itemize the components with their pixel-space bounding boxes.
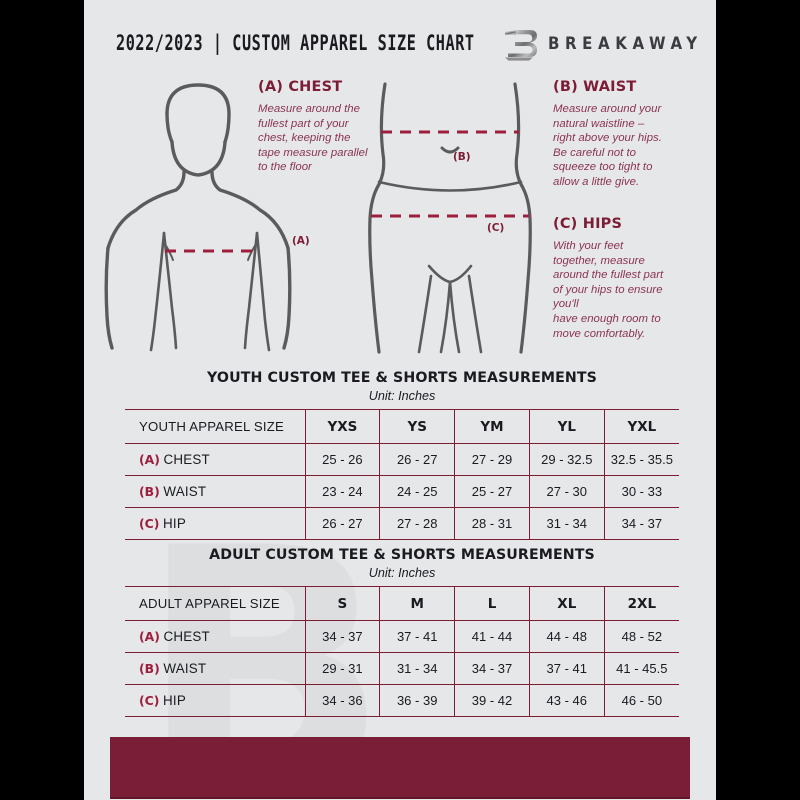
hip-measure-label: (C) xyxy=(487,222,505,234)
tag-c: (C) xyxy=(139,693,160,708)
youth-size-label: YOUTH APPAREL SIZE xyxy=(125,409,306,444)
youth-size-0: YXS xyxy=(304,409,380,444)
adult-chest-0: 34 - 37 xyxy=(304,620,380,653)
youth-waist-1: 24 - 25 xyxy=(379,475,455,508)
adult-size-2: L xyxy=(454,586,530,621)
adult-size-3: XL xyxy=(528,586,605,621)
tag-b: (B) xyxy=(139,661,160,676)
table-row: (B) WAIST 29 - 31 31 - 34 34 - 37 37 - 4… xyxy=(125,652,679,685)
guide-chest: (A) CHEST Measure around the fullest par… xyxy=(258,79,410,175)
youth-size-4: YXL xyxy=(603,409,679,444)
adult-chest-4: 48 - 52 xyxy=(603,620,679,653)
adult-hip-4: 46 - 50 xyxy=(603,684,679,717)
footer-color-bar xyxy=(110,737,690,799)
guide-waist-heading: (B) WAIST xyxy=(553,79,637,95)
tag-b: (B) xyxy=(139,484,160,499)
adult-waist-1: 31 - 34 xyxy=(379,652,455,685)
adult-size-1: M xyxy=(379,586,455,621)
adult-chest-2: 41 - 44 xyxy=(454,620,530,653)
youth-chest-2: 27 - 29 xyxy=(454,443,530,476)
adult-row-hip-text: HIP xyxy=(163,693,186,708)
youth-chest-0: 25 - 26 xyxy=(304,443,380,476)
youth-size-table: YOUTH APPAREL SIZE YXS YS YM YL YXL (A) … xyxy=(125,409,679,540)
youth-waist-0: 23 - 24 xyxy=(304,475,380,508)
youth-chest-4: 32.5 - 35.5 xyxy=(603,443,679,476)
adult-hip-3: 43 - 46 xyxy=(528,684,605,717)
guide-hips-heading: (C) HIPS xyxy=(553,216,623,232)
male-hips-front-illustration xyxy=(368,82,532,354)
page-title: 2022/2023 | CUSTOM APPAREL SIZE CHART xyxy=(116,31,475,56)
youth-row-waist-text: WAIST xyxy=(163,484,207,499)
adult-hip-0: 34 - 36 xyxy=(304,684,380,717)
youth-waist-2: 25 - 27 xyxy=(454,475,530,508)
adult-row-chest-text: CHEST xyxy=(163,629,210,644)
table-row: (C) HIP 26 - 27 27 - 28 28 - 31 31 - 34 … xyxy=(125,507,679,540)
adult-hip-2: 39 - 42 xyxy=(454,684,530,717)
adult-size-label: ADULT APPAREL SIZE xyxy=(125,586,306,621)
guide-waist: (B) WAIST Measure around your natural wa… xyxy=(553,79,705,190)
youth-waist-4: 30 - 33 xyxy=(603,475,679,508)
table-row: (A) CHEST 34 - 37 37 - 41 41 - 44 44 - 4… xyxy=(125,620,679,653)
adult-size-4: 2XL xyxy=(603,586,679,621)
youth-row-hip-text: HIP xyxy=(163,516,186,531)
table-row: (B) WAIST 23 - 24 24 - 25 25 - 27 27 - 3… xyxy=(125,475,679,508)
youth-table-unit: Unit: Inches xyxy=(368,389,436,403)
table-row: YOUTH APPAREL SIZE YXS YS YM YL YXL xyxy=(125,409,679,444)
adult-waist-4: 41 - 45.5 xyxy=(603,652,679,685)
page-header: 2022/2023 | CUSTOM APPAREL SIZE CHART BR… xyxy=(84,28,716,62)
illustration-area: (A) xyxy=(84,70,716,360)
adult-row-waist-text: WAIST xyxy=(163,661,207,676)
guide-chest-body: Measure around the fullest part of your … xyxy=(258,103,368,174)
adult-size-0: S xyxy=(304,586,380,621)
guide-waist-body: Measure around your natural waistline – … xyxy=(553,103,662,188)
table-row: ADULT APPAREL SIZE S M L XL 2XL xyxy=(125,586,679,621)
youth-row-hip-label: (C) HIP xyxy=(125,507,306,540)
youth-chest-3: 29 - 32.5 xyxy=(528,443,605,476)
tag-a: (A) xyxy=(139,452,160,467)
page-sheet: B 2022/2023 | CUSTOM APPAREL SIZE CHART xyxy=(84,0,716,800)
youth-hip-0: 26 - 27 xyxy=(304,507,380,540)
breakaway-b-logo-icon xyxy=(505,30,537,61)
brand-wordmark: BREAKAWAY xyxy=(548,33,703,54)
youth-hip-1: 27 - 28 xyxy=(379,507,455,540)
adult-row-waist-label: (B) WAIST xyxy=(125,652,306,685)
youth-row-chest-label: (A) CHEST xyxy=(125,443,306,476)
adult-size-table: ADULT APPAREL SIZE S M L XL 2XL (A) CHES… xyxy=(125,586,679,717)
adult-waist-0: 29 - 31 xyxy=(304,652,380,685)
guide-hips: (C) HIPS With your feet together, measur… xyxy=(553,216,705,341)
waist-measure-label: (B) xyxy=(453,151,471,163)
adult-row-hip-label: (C) HIP xyxy=(125,684,306,717)
youth-hip-2: 28 - 31 xyxy=(454,507,530,540)
adult-table-unit: Unit: Inches xyxy=(368,566,436,580)
youth-table-title: YOUTH CUSTOM TEE & SHORTS MEASUREMENTS xyxy=(207,370,597,386)
table-row: (A) CHEST 25 - 26 26 - 27 27 - 29 29 - 3… xyxy=(125,443,679,476)
adult-hip-1: 36 - 39 xyxy=(379,684,455,717)
youth-table-section: YOUTH CUSTOM TEE & SHORTS MEASUREMENTS U… xyxy=(125,370,679,540)
youth-waist-3: 27 - 30 xyxy=(528,475,605,508)
youth-chest-1: 26 - 27 xyxy=(379,443,455,476)
adult-chest-1: 37 - 41 xyxy=(379,620,455,653)
adult-chest-3: 44 - 48 xyxy=(528,620,605,653)
adult-row-chest-label: (A) CHEST xyxy=(125,620,306,653)
adult-waist-3: 37 - 41 xyxy=(528,652,605,685)
chest-measure-label: (A) xyxy=(292,235,310,247)
adult-table-title: ADULT CUSTOM TEE & SHORTS MEASUREMENTS xyxy=(209,547,595,563)
youth-hip-4: 34 - 37 xyxy=(603,507,679,540)
tag-c: (C) xyxy=(139,516,160,531)
youth-size-3: YL xyxy=(528,409,605,444)
guide-chest-heading: (A) CHEST xyxy=(258,79,343,95)
guide-hips-body: With your feet together, measure around … xyxy=(553,240,664,340)
table-row: (C) HIP 34 - 36 36 - 39 39 - 42 43 - 46 … xyxy=(125,684,679,717)
tag-a: (A) xyxy=(139,629,160,644)
adult-table-section: ADULT CUSTOM TEE & SHORTS MEASUREMENTS U… xyxy=(125,547,679,717)
youth-row-waist-label: (B) WAIST xyxy=(125,475,306,508)
youth-row-chest-text: CHEST xyxy=(163,452,210,467)
male-torso-front-illustration xyxy=(104,83,292,352)
adult-waist-2: 34 - 37 xyxy=(454,652,530,685)
youth-size-1: YS xyxy=(379,409,455,444)
youth-hip-3: 31 - 34 xyxy=(528,507,605,540)
youth-size-2: YM xyxy=(454,409,530,444)
